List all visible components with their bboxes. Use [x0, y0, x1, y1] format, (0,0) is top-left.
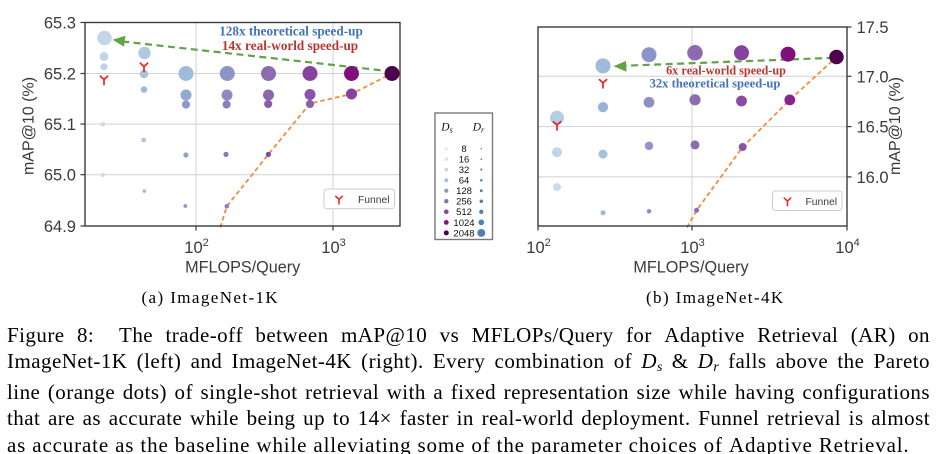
svg-text:6x real-world speed-up: 6x real-world speed-up: [666, 64, 786, 78]
svg-text:65.3: 65.3: [44, 15, 76, 33]
svg-text:65.0: 65.0: [44, 167, 76, 185]
svg-text:Funnel: Funnel: [358, 195, 389, 206]
svg-text:64: 64: [459, 176, 470, 187]
svg-text:1024: 1024: [453, 218, 474, 229]
svg-text:Funnel: Funnel: [806, 197, 837, 208]
svg-text:16.0: 16.0: [857, 169, 889, 187]
svg-text:16.5: 16.5: [857, 119, 889, 137]
svg-text:mAP@10 (%): mAP@10 (%): [21, 77, 38, 175]
svg-text:Dr: Dr: [472, 122, 485, 135]
svg-text:mAP@10 (%): mAP@10 (%): [887, 77, 904, 175]
svg-text:32x theoretical speed-up: 32x theoretical speed-up: [650, 77, 781, 91]
svg-text:8: 8: [461, 144, 466, 155]
svg-text:128: 128: [456, 186, 472, 197]
svg-text:512: 512: [456, 207, 472, 218]
svg-text:17.0: 17.0: [857, 68, 889, 86]
svg-text:102: 102: [184, 237, 208, 257]
svg-text:102: 102: [526, 237, 550, 257]
svg-text:128x theoretical speed-up: 128x theoretical speed-up: [219, 24, 363, 39]
svg-text:14x real-world speed-up: 14x real-world speed-up: [222, 38, 358, 53]
svg-text:32: 32: [459, 165, 470, 176]
svg-text:65.2: 65.2: [44, 66, 76, 84]
svg-text:2048: 2048: [453, 228, 474, 239]
svg-text:103: 103: [321, 237, 345, 257]
svg-text:16: 16: [459, 155, 470, 166]
svg-text:256: 256: [456, 197, 472, 208]
svg-text:103: 103: [680, 237, 704, 257]
svg-text:MFLOPS/Query: MFLOPS/Query: [185, 258, 301, 276]
svg-text:17.5: 17.5: [857, 19, 889, 37]
svg-text:MFLOPS/Query: MFLOPS/Query: [633, 258, 749, 276]
svg-text:64.9: 64.9: [44, 218, 76, 236]
svg-text:Ds: Ds: [440, 122, 453, 135]
svg-text:104: 104: [835, 237, 859, 257]
svg-text:65.1: 65.1: [44, 116, 76, 134]
